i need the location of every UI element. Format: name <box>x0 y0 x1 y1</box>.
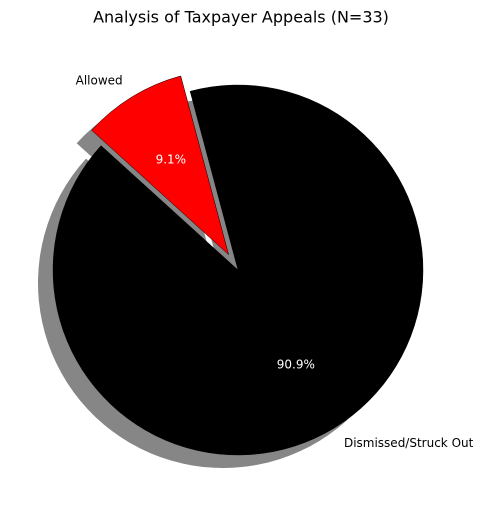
chart-title: Analysis of Taxpayer Appeals (N=33) <box>93 8 389 27</box>
value-label: 9.1% <box>156 152 187 166</box>
value-label: 90.9% <box>277 357 315 371</box>
slice-label: Allowed <box>76 73 123 87</box>
slice-label: Dismissed/Struck Out <box>344 436 474 450</box>
slice <box>91 75 230 256</box>
slice <box>52 84 424 456</box>
